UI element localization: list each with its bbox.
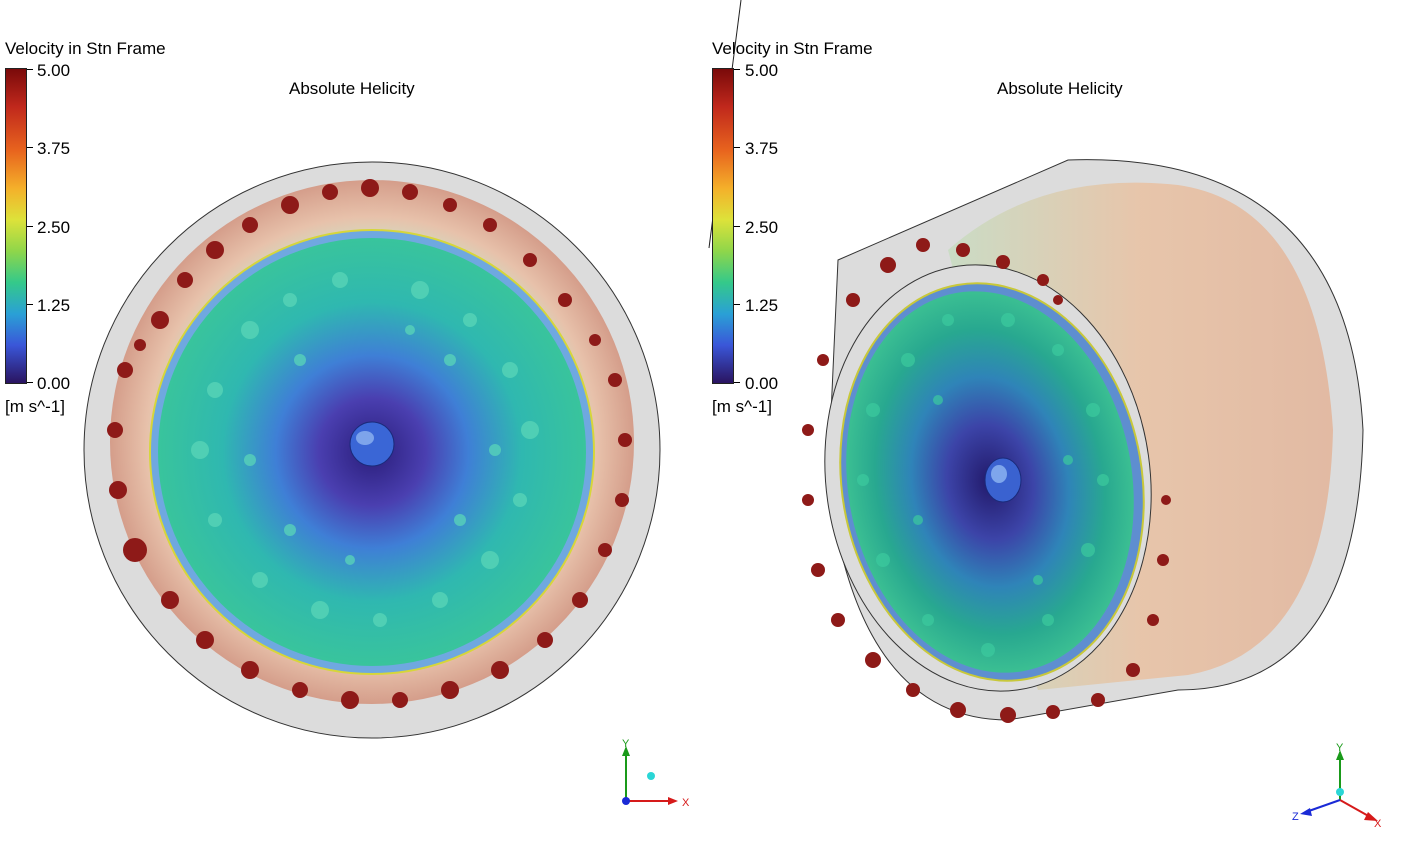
triad-y-label: Y [622,738,630,750]
isosurface-texture-left [191,272,539,627]
triad-x-label: X [1374,818,1382,830]
legend-units: [m s^-1] [712,397,772,416]
plot-title: Absolute Helicity [289,79,415,98]
legend-tick-min: 0.00 [37,374,71,393]
legend-tick: 3.75 [37,139,71,158]
legend-tick-max: 5.00 [37,61,71,80]
triad-y-label: Y [1336,742,1344,754]
legend-tick: 1.25 [745,296,779,315]
triad-z-label: Z [1292,811,1299,823]
legend-tick: 3.75 [745,139,779,158]
legend-tick-max: 5.00 [745,61,779,80]
triad-x-label: X [682,797,690,809]
legend-tick: 2.50 [37,218,71,237]
isosurface-texture-right [857,313,1109,657]
viewport-left[interactable]: Y X Velocity in Stn Frame 5.00 3.75 2.50… [0,0,708,868]
axis-triad-right: Y X Z [1292,742,1382,830]
legend-tick: 1.25 [37,296,71,315]
contour-render-iso-view[interactable]: Y X Z [708,0,1416,868]
legend-title: Velocity in Stn Frame [712,39,873,58]
plot-title: Absolute Helicity [997,79,1123,98]
axis-triad-left: Y X [622,738,690,809]
legend-colorbar [712,68,734,384]
contour-render-front-view[interactable]: Y X [0,0,708,868]
legend-tick-min: 0.00 [745,374,779,393]
helicity-isosurface-blobs-left [107,179,632,709]
helicity-isosurface-blobs-right [802,238,1171,723]
legend-units: [m s^-1] [5,397,65,416]
legend-title: Velocity in Stn Frame [5,39,166,58]
legend-colorbar [5,68,27,384]
legend-tick: 2.50 [745,218,779,237]
viewport-right[interactable]: Y X Z Velocity in Stn Frame 5.00 3.75 2.… [708,0,1416,868]
